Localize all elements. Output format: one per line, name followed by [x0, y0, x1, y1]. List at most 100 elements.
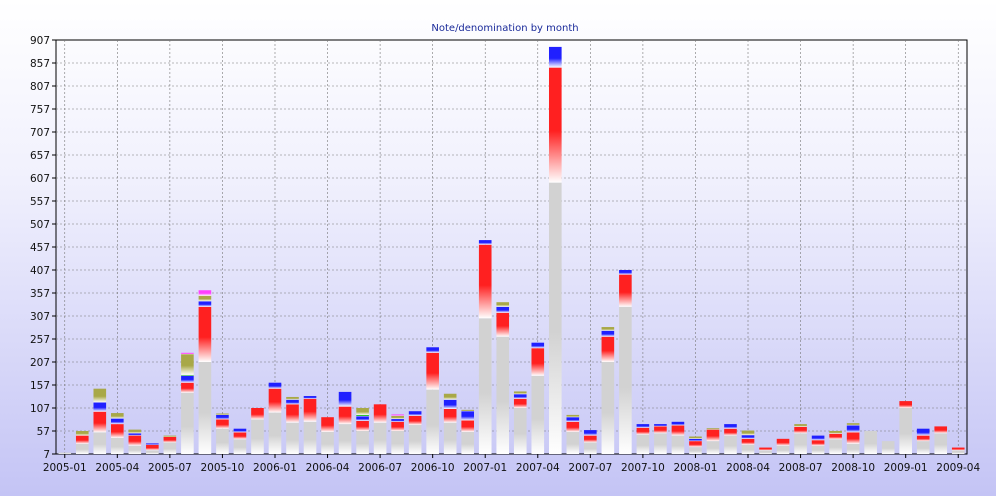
bar-segment: [461, 409, 475, 412]
bar-segment: [373, 404, 387, 423]
bar-segment: [724, 428, 737, 436]
bar-segment: [321, 431, 334, 454]
chart-title: Note/denomination by month: [431, 23, 578, 34]
bar-segment: [128, 445, 142, 454]
bar-segment: [619, 306, 632, 454]
bar-segment: [111, 418, 124, 425]
bar-segment: [811, 445, 825, 454]
x-tick-label: 2006-07: [358, 462, 402, 474]
bar-segment: [303, 398, 317, 422]
y-tick-label: 607: [30, 173, 50, 185]
bar-segment: [654, 424, 667, 427]
bar-segment: [706, 429, 720, 442]
bar-segment: [846, 432, 860, 444]
bar-segment: [496, 312, 510, 337]
bar-segment: [356, 408, 369, 415]
bar-segment: [794, 426, 807, 434]
bar-segment: [286, 422, 299, 454]
bar-segment: [496, 336, 510, 454]
bar-segment: [408, 411, 422, 416]
bar-segment: [58, 452, 72, 454]
bar-segment: [584, 435, 597, 443]
bar-segment: [75, 443, 89, 454]
bar-segment: [706, 428, 720, 430]
x-tick-label: 2009-04: [936, 462, 980, 474]
bar-segment: [181, 375, 194, 383]
y-tick-label: 307: [30, 311, 50, 323]
bar-segment: [111, 437, 124, 454]
bar-segment: [408, 415, 422, 426]
bar-segment: [233, 439, 247, 454]
bar-segment: [689, 441, 702, 448]
bar-segment: [531, 342, 545, 349]
bar-segment: [566, 417, 580, 422]
bar-segment: [794, 433, 807, 454]
bar-segment: [146, 443, 159, 445]
bar-segment: [934, 426, 948, 434]
bar-segment: [671, 421, 685, 426]
bar-segment: [111, 424, 124, 438]
bar-segment: [566, 431, 580, 454]
bar-segment: [548, 182, 562, 454]
bar-segment: [951, 447, 965, 451]
y-tick-label: 757: [30, 104, 50, 116]
bar-segment: [426, 352, 439, 390]
x-tick-label: 2007-01: [463, 462, 507, 474]
x-tick-label: 2007-10: [621, 462, 665, 474]
y-tick-label: 7: [43, 449, 50, 461]
y-tick-label: 207: [30, 357, 50, 369]
bar-segment: [408, 425, 422, 454]
bar-segment: [636, 424, 650, 428]
bar-segment: [846, 443, 860, 454]
bar-segment: [531, 375, 545, 454]
bar-segment: [513, 398, 527, 408]
bar-segment: [478, 244, 492, 319]
y-tick-label: 257: [30, 334, 50, 346]
bar-segment: [461, 431, 475, 454]
bar-segment: [391, 419, 404, 422]
y-tick-label: 707: [30, 127, 50, 139]
y-tick-label: 457: [30, 242, 50, 254]
bar-segment: [654, 433, 667, 454]
bar-segment: [268, 388, 282, 413]
y-tick-label: 807: [30, 81, 50, 93]
bar-segment: [111, 413, 124, 419]
bar-segment: [93, 402, 107, 412]
bar-segment: [233, 432, 247, 440]
bar-segment: [881, 441, 895, 454]
bar-segment: [286, 399, 299, 405]
y-tick-label: 357: [30, 288, 50, 300]
bar-segment: [513, 408, 527, 454]
bar-segment: [829, 431, 842, 434]
bar-segment: [391, 421, 404, 431]
bar-segment: [198, 306, 212, 362]
bar-segment: [671, 425, 685, 436]
bar-segment: [356, 416, 369, 421]
bar-segment: [461, 411, 475, 421]
bar-segment: [198, 301, 212, 307]
bar-segment: [776, 445, 790, 454]
bar-segment: [548, 67, 562, 183]
bar-segment: [128, 433, 142, 436]
bar-segment: [93, 432, 107, 454]
bar-segment: [373, 422, 387, 454]
y-tick-label: 657: [30, 150, 50, 162]
bar-segment: [216, 428, 229, 454]
y-tick-label: 557: [30, 196, 50, 208]
bar-segment: [531, 348, 545, 376]
bar-segment: [356, 414, 369, 417]
axes: 7571071572072573073574074575075576076577…: [30, 35, 981, 474]
bar-segment: [724, 424, 737, 429]
bar-segment: [198, 362, 212, 454]
x-tick-label: 2005-01: [43, 462, 87, 474]
bar-segment: [75, 435, 89, 444]
bar-segment: [496, 302, 510, 307]
bar-segment: [829, 433, 842, 440]
bar-segment: [689, 436, 702, 439]
bar-segment: [268, 412, 282, 454]
bar-segment: [268, 382, 282, 389]
bar-segment: [93, 388, 107, 403]
bar-segment: [566, 421, 580, 432]
bar-segment: [216, 414, 229, 420]
bar-segment: [689, 438, 702, 442]
